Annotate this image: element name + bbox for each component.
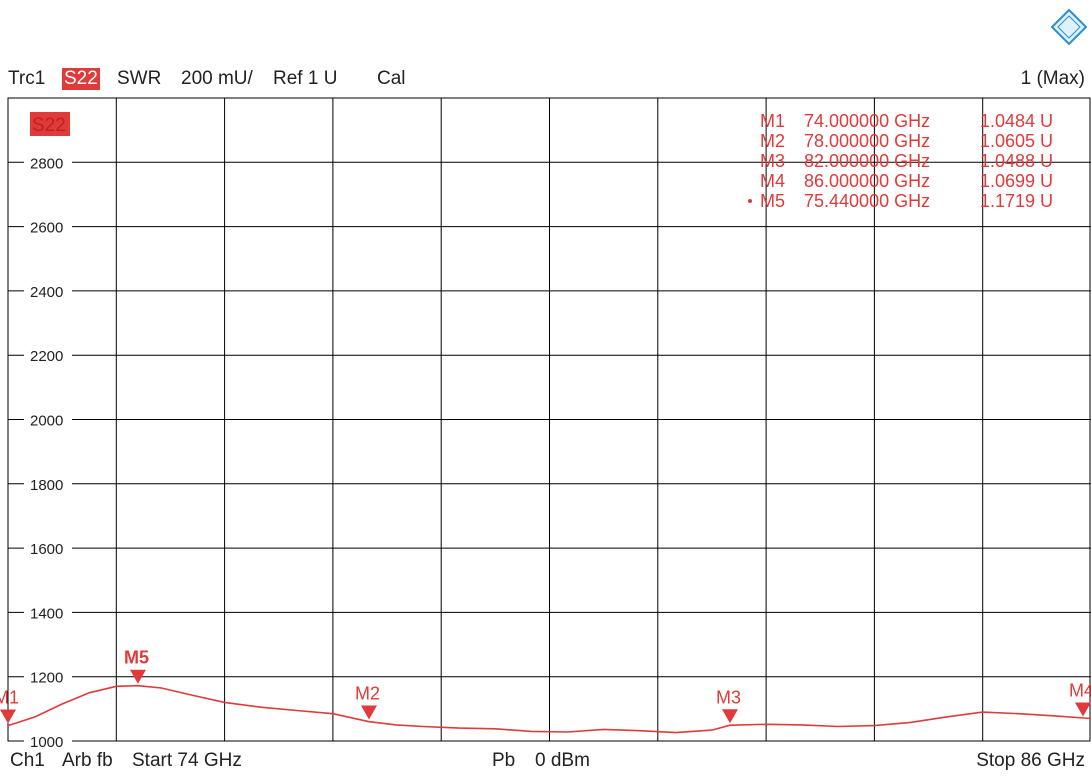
y-tick-label: 1800	[30, 477, 63, 494]
marker-label: M5	[124, 648, 149, 668]
marker-readout-name: M2	[760, 131, 785, 151]
y-tick-bg	[24, 153, 72, 172]
trace-badge-group: S22	[30, 112, 70, 136]
y-tick-label: 2000	[30, 413, 63, 430]
reference-label[interactable]: Ref 1 U	[273, 68, 338, 89]
y-tick-bg	[24, 217, 72, 236]
marker-m2[interactable]: M2	[355, 684, 380, 720]
marker-readout-row[interactable]: M1 74.000000 GHz 1.0484 U	[760, 111, 1053, 131]
marker-readout-value: 1.0484 U	[980, 111, 1053, 131]
marker-readout-frequency: 74.000000 GHz	[804, 111, 930, 131]
markers-group: M1 M2 M3 M4 M5	[0, 648, 1091, 724]
y-tick-label: 1000	[30, 734, 63, 751]
start-frequency-label[interactable]: Start 74 GHz	[132, 750, 242, 771]
marker-triangle-icon[interactable]	[129, 669, 146, 684]
trace-badge-box	[30, 112, 70, 136]
marker-readout-value: 1.0699 U	[980, 171, 1053, 191]
y-tick-bg	[24, 410, 72, 429]
window-max-label[interactable]: 1 (Max)	[1020, 68, 1085, 89]
y-tick-bg	[24, 474, 72, 493]
marker-triangle-icon[interactable]	[361, 705, 377, 720]
y-axis-ticks: 1000 1200 1400 1600 1800 2000 2200 2400 2600 2800	[24, 153, 72, 751]
marker-m3[interactable]: M3	[716, 687, 741, 724]
format-label[interactable]: SWR	[117, 68, 162, 89]
y-tick-bg	[24, 539, 72, 558]
y-tick-label: 1200	[30, 670, 63, 687]
marker-triangle-icon[interactable]	[722, 709, 738, 724]
y-tick-bg	[24, 281, 72, 300]
s-parameter-badge[interactable]: S22	[62, 68, 100, 90]
y-tick-bg	[24, 346, 72, 365]
y-tick-label: 2800	[30, 155, 63, 172]
y-tick-bg	[24, 667, 72, 686]
marker-readout-frequency: 78.000000 GHz	[804, 131, 930, 151]
marker-readout-row[interactable]: M4 86.000000 GHz 1.0699 U	[760, 171, 1053, 191]
marker-readout-row[interactable]: M5 75.440000 GHz 1.1719 U	[748, 191, 1053, 211]
marker-readout-value: 1.1719 U	[980, 191, 1053, 211]
marker-readout-value: 1.0605 U	[980, 131, 1053, 151]
marker-m4[interactable]: M4	[1069, 681, 1091, 717]
marker-triangle-icon[interactable]	[1075, 702, 1091, 717]
marker-readout-frequency: 75.440000 GHz	[804, 191, 930, 211]
channel-label[interactable]: Ch1	[10, 750, 45, 771]
marker-readout-frequency: 82.000000 GHz	[804, 151, 930, 171]
marker-readout-name: M5	[760, 191, 785, 211]
marker-readout-value: 1.0488 U	[980, 151, 1053, 171]
y-tick-bg	[24, 603, 72, 622]
power-label[interactable]: Pb	[492, 750, 516, 771]
marker-label: M3	[716, 687, 741, 707]
marker-readout-table: M1 74.000000 GHz 1.0484 U M2 78.000000 GHz 1.…	[748, 111, 1053, 211]
trace-group	[7, 684, 1091, 734]
trace-header: Trc1 S22 SWR 200 mU/ Ref 1 U Cal 1 (Max)	[0, 64, 1091, 94]
trace-name[interactable]: Trc1	[8, 68, 46, 89]
y-tick-label: 2400	[30, 284, 63, 301]
y-tick-label: 1400	[30, 605, 63, 622]
y-tick-label: 2600	[30, 220, 63, 237]
marker-readout-frequency: 86.000000 GHz	[804, 171, 930, 191]
y-tick-bg	[24, 732, 72, 750]
marker-m5[interactable]: M5	[124, 648, 149, 684]
y-tick-label: 1600	[30, 541, 63, 558]
trace-badge-label: S22	[32, 115, 66, 136]
marker-label: M1	[0, 687, 19, 707]
marker-m1[interactable]: M1	[0, 687, 19, 724]
chart-grid	[7, 97, 1091, 742]
active-marker-dot-icon	[748, 199, 752, 203]
cal-label[interactable]: Cal	[377, 68, 406, 89]
marker-readout-row[interactable]: M3 82.000000 GHz 1.0488 U	[760, 151, 1053, 171]
stop-frequency-label[interactable]: Stop 86 GHz	[976, 750, 1085, 771]
rs-logo-icon	[1050, 8, 1088, 46]
marker-readout-name: M3	[760, 151, 785, 171]
channel-footer: Ch1 Arb fb Start 74 GHz Pb 0 dBm Stop 86…	[0, 750, 1091, 778]
sweep-type-label[interactable]: Arb fb	[62, 750, 113, 771]
y-tick-label: 2200	[30, 348, 63, 365]
marker-readout-row[interactable]: M2 78.000000 GHz 1.0605 U	[760, 131, 1053, 151]
plot-frame	[7, 97, 1091, 742]
marker-label: M4	[1069, 681, 1091, 701]
trace-line[interactable]	[7, 684, 1091, 734]
scale-label[interactable]: 200 mU/	[181, 68, 253, 89]
power-value[interactable]: 0 dBm	[535, 750, 590, 771]
marker-label: M2	[355, 684, 380, 704]
marker-readout-name: M1	[760, 111, 785, 131]
marker-readout-name: M4	[760, 171, 785, 191]
marker-triangle-icon[interactable]	[0, 709, 16, 724]
